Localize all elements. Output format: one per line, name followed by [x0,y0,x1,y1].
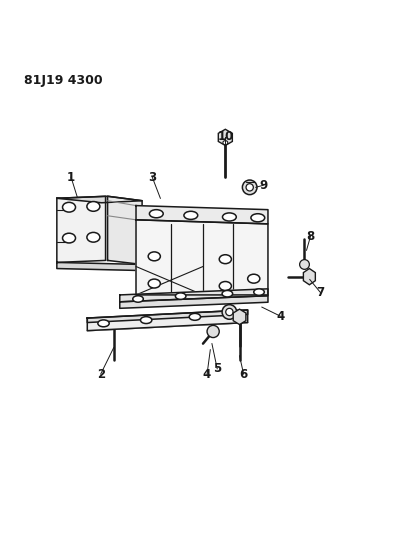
Ellipse shape [219,281,231,290]
Ellipse shape [149,209,163,218]
Ellipse shape [87,232,100,242]
Polygon shape [136,220,267,295]
Polygon shape [107,196,142,264]
Ellipse shape [98,320,109,327]
Ellipse shape [253,289,264,295]
Ellipse shape [183,211,197,220]
Circle shape [299,260,309,269]
Text: 5: 5 [213,362,221,375]
Polygon shape [218,130,232,146]
Ellipse shape [189,313,200,320]
Circle shape [225,308,232,316]
Polygon shape [57,262,142,271]
Polygon shape [232,309,245,325]
Ellipse shape [247,274,259,283]
Polygon shape [119,296,267,308]
Ellipse shape [62,233,75,243]
Ellipse shape [250,214,264,222]
Polygon shape [57,196,142,203]
Ellipse shape [140,317,151,324]
Circle shape [245,184,253,191]
Polygon shape [87,310,247,330]
Polygon shape [303,269,315,285]
Ellipse shape [222,141,227,144]
Text: 3: 3 [148,171,156,184]
Ellipse shape [222,213,236,221]
Ellipse shape [219,255,231,264]
Polygon shape [87,310,247,322]
Ellipse shape [62,203,75,212]
Circle shape [207,325,219,337]
Polygon shape [136,206,267,224]
Ellipse shape [148,252,160,261]
Text: 9: 9 [258,179,266,192]
Text: 4: 4 [202,368,211,381]
Text: 2: 2 [96,368,104,381]
Polygon shape [57,196,105,262]
Text: 4: 4 [275,310,284,322]
Ellipse shape [222,290,232,297]
Text: 6: 6 [239,368,247,381]
Text: 7: 7 [316,286,324,300]
Text: 1: 1 [67,171,75,184]
Circle shape [222,305,236,319]
Circle shape [242,180,256,195]
Text: 81J19 4300: 81J19 4300 [24,74,103,87]
Text: 10: 10 [217,130,233,143]
Polygon shape [119,289,267,302]
Text: 8: 8 [306,230,314,243]
Ellipse shape [87,201,100,211]
Ellipse shape [132,296,143,302]
Ellipse shape [148,279,160,288]
Ellipse shape [175,293,185,300]
Ellipse shape [228,311,240,318]
